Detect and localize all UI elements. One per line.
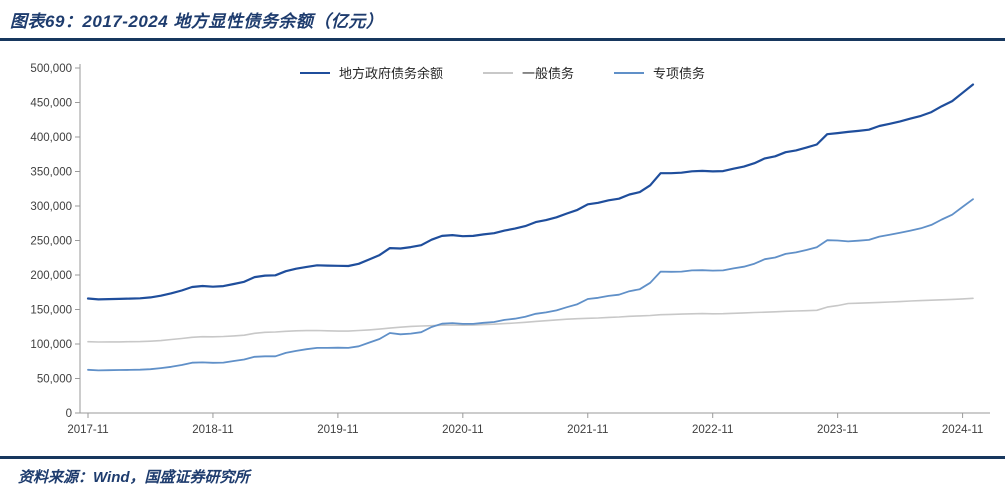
x-tick-label: 2019-11	[317, 424, 358, 436]
footer-divider	[0, 456, 1005, 459]
chart-legend: 地方政府债务余额 一般债务 专项债务	[0, 63, 1005, 82]
legend-line-total-icon	[299, 71, 330, 74]
series-line-total	[86, 83, 975, 301]
y-tick-label: 150,000	[30, 305, 72, 317]
x-tick-label: 2024-11	[942, 424, 983, 436]
x-tick-label: 2017-11	[67, 424, 108, 436]
y-tick-label: 400,000	[30, 132, 72, 144]
y-tick-label: 100,000	[30, 339, 72, 351]
y-tick-label: 50,000	[37, 374, 72, 386]
series-line-special	[87, 198, 974, 372]
y-tick-label: 250,000	[30, 236, 72, 248]
x-tick-label: 2020-11	[442, 424, 483, 436]
x-tick-label: 2022-11	[692, 424, 733, 436]
figure-title: 图表69：2017-2024 地方显性债务余额（亿元）	[10, 12, 384, 31]
legend-item-total: 地方政府债务余额	[299, 63, 443, 82]
x-tick-label: 2018-11	[192, 424, 233, 436]
x-tick-label: 2023-11	[817, 424, 858, 436]
series-line-general	[87, 297, 974, 343]
x-tick-label: 2021-11	[567, 424, 608, 436]
y-tick-label: 500,000	[30, 63, 72, 75]
legend-item-general: 一般债务	[482, 63, 574, 82]
legend-line-special-icon	[614, 71, 644, 74]
y-tick-label: 200,000	[30, 270, 72, 282]
y-tick-label: 350,000	[30, 167, 72, 179]
legend-label-total: 地方政府债务余额	[338, 66, 443, 81]
y-tick-label: 450,000	[30, 98, 72, 110]
source-note: 资料来源：Wind，国盛证券研究所	[18, 469, 250, 486]
y-tick-label: 0	[66, 408, 72, 420]
header-divider	[0, 38, 1005, 41]
legend-label-general: 一般债务	[521, 66, 574, 81]
y-tick-label: 300,000	[30, 201, 72, 213]
legend-line-general-icon	[482, 71, 513, 74]
legend-label-special: 专项债务	[653, 66, 706, 81]
legend-item-special: 专项债务	[614, 63, 705, 82]
